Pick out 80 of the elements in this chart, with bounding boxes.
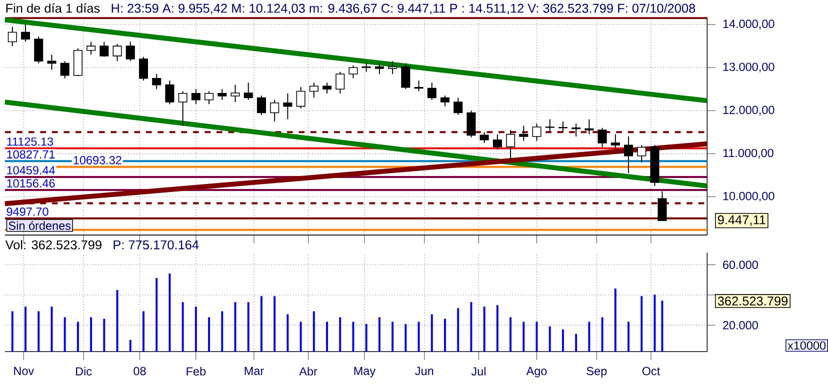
ref-line-label: 10827.71 [7,150,55,159]
y-tick-label: 60.000 [723,260,758,269]
candlestick [598,127,607,148]
candlestick [388,60,398,74]
ref-line-label: 10693.32 [74,156,122,164]
candlestick [191,88,200,105]
chart-subtitle: P: 775.170.164 [114,240,199,250]
candlestick [230,84,240,102]
ref-line-label: 9497.70 [6,207,48,216]
candlestick [112,43,122,62]
x-tick-label: Dic [76,366,92,376]
candlestick [545,118,554,133]
candlestick [584,118,594,135]
candlestick [270,99,280,122]
annotation: Sin órdenes [8,221,71,230]
ref-line-label: 11125.13 [7,137,54,146]
candlestick [138,56,148,81]
y-tick-label: 13.000,00 [723,62,774,72]
candlestick [624,136,634,174]
candlestick [256,95,266,116]
candlestick [427,82,436,100]
y-tick-label: 14.000,00 [723,20,774,30]
candlestick [414,80,424,92]
candlestick [152,74,162,90]
x-tick-label: Abr [299,366,318,376]
y-tick-label: 11.000,00 [723,148,774,159]
y-tick-label: 10.000,00 [723,192,774,202]
ref-line-label: 10459.44 [7,166,55,174]
candlestick [519,125,528,142]
candlestick [8,26,17,47]
candlestick [86,41,96,56]
x-tick-label: 08 [134,366,146,376]
x-tick-label: Sep [586,366,607,378]
candlestick [204,90,214,105]
text: x10000 [788,341,826,350]
ref-line-label: 10156.46 [7,179,55,188]
candlestick [165,80,174,105]
candlestick [47,54,56,70]
candlestick [283,92,292,120]
candlestick [572,123,581,137]
y-tick-label: 12.000,00 [723,106,774,116]
x-tick-label: Feb [186,366,206,376]
candlestick [440,95,450,107]
x-tick-label: Ago [526,366,547,378]
x-tick-label: Jul [471,366,486,376]
candlestick [34,36,44,64]
candlestick [60,60,70,79]
candlestick [401,62,410,90]
candlestick [492,134,502,150]
candlestick [336,71,345,94]
x-tick-label: Mar [244,366,264,376]
text: 362.523.799 [718,296,788,306]
chart-subtitle: H: 23:59 A: 9.955,42 M: 10.124,03 m: 9.436,67 C: 9.447,11 P : 14.511,12 V: 362.523.799 F: 07/10/2008 [112,3,696,14]
x-tick-label: Oct [642,366,660,376]
candlestick [20,24,30,42]
chart-title: Fin de día 1 días [6,3,100,13]
candlestick [244,82,253,100]
x-tick-label: Jun [415,366,434,376]
candlestick [322,82,332,94]
candlestick [348,64,358,79]
candlestick [658,190,667,222]
x-tick-label: May [354,366,376,378]
candlestick [374,62,384,74]
candlestick [178,90,188,126]
candlestick [610,134,620,150]
candlestick [454,97,463,116]
candlestick [506,129,516,161]
chart-title: Vol: 362.523.799 [5,240,102,250]
candlestick [532,123,542,142]
candlestick [218,88,227,100]
text: 9.447,11 [718,215,766,226]
candlestick [466,110,476,138]
y-tick-label: 20.000 [723,321,758,330]
candlestick [637,144,646,163]
candlestick [100,41,109,58]
candlestick [126,41,135,62]
candlestick [309,82,318,98]
x-tick-label: Nov [14,366,34,376]
candlestick [296,86,306,109]
candlestick [480,132,489,144]
